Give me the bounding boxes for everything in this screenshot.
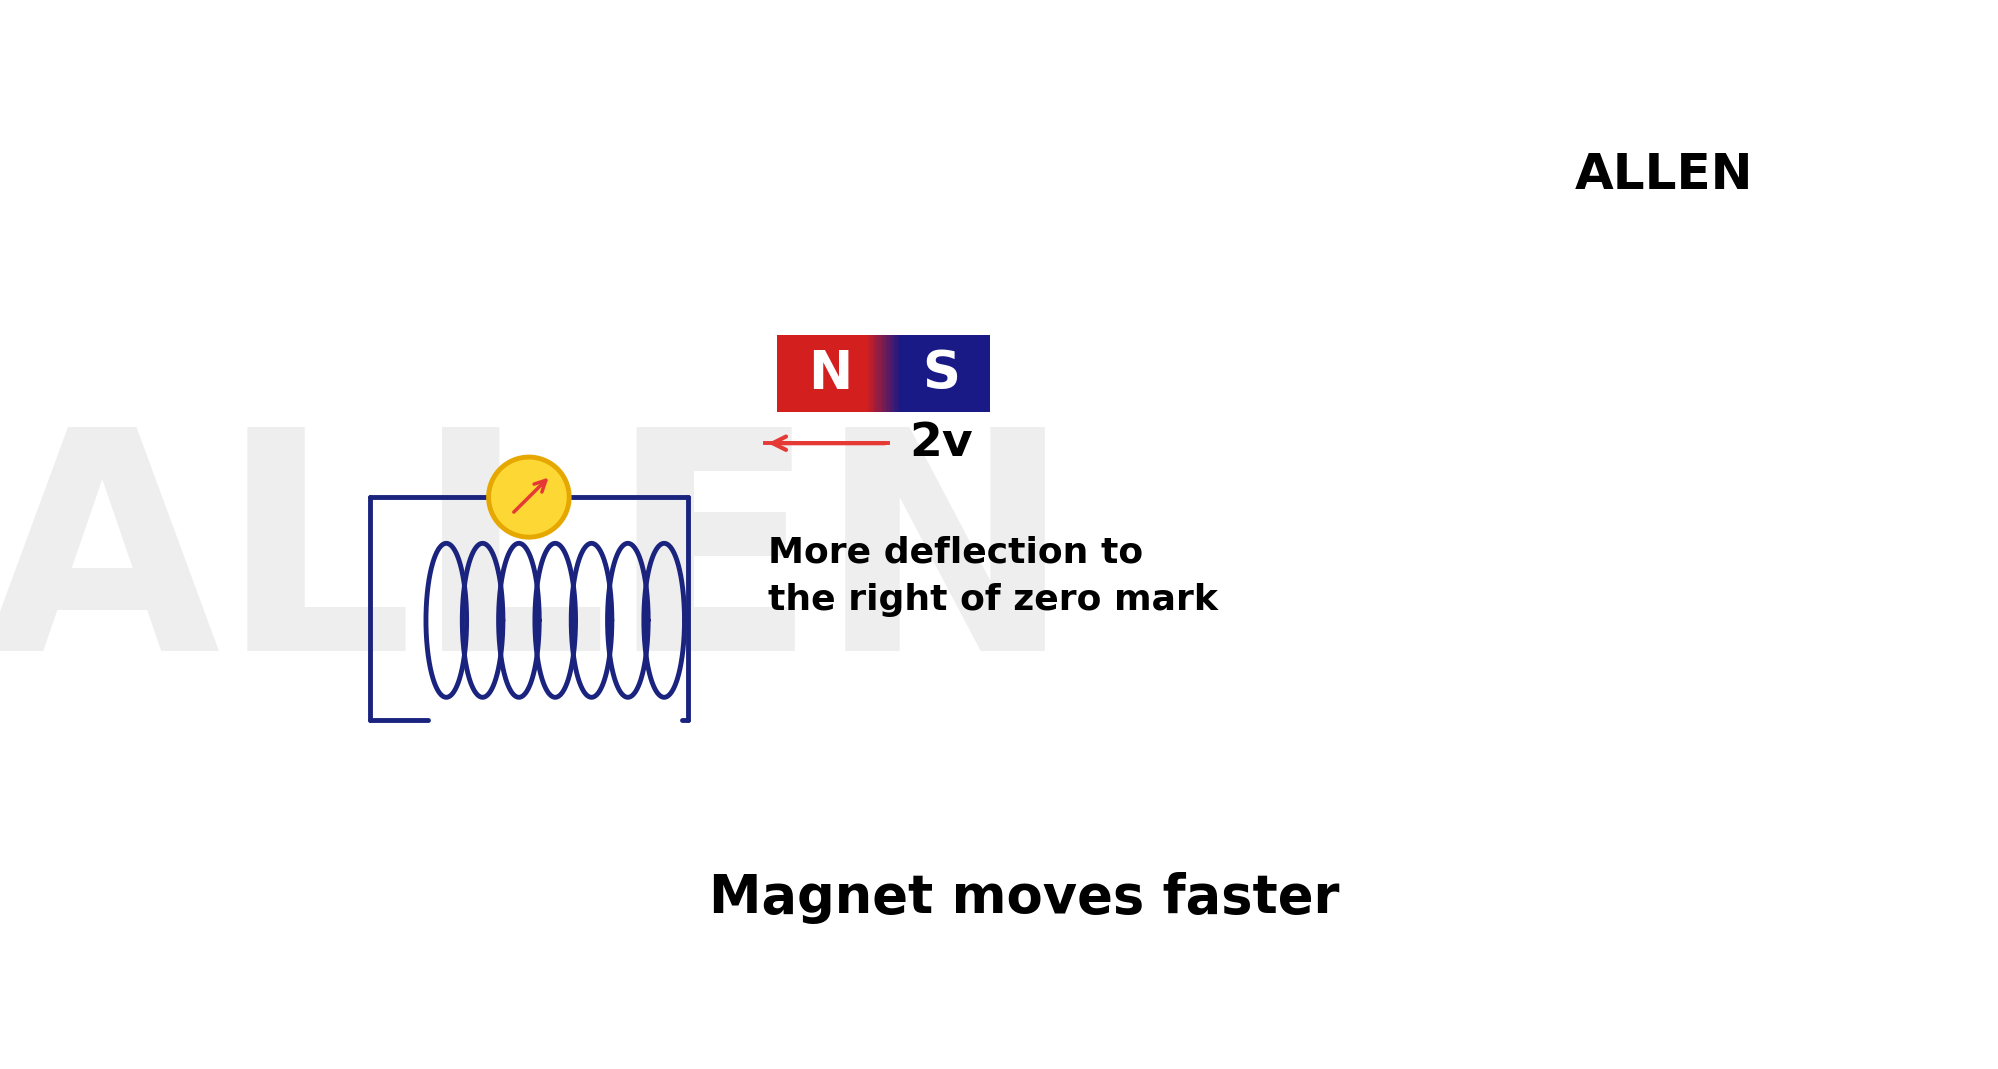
Bar	[845, 336, 849, 413]
Bar	[809, 336, 811, 413]
Bar	[833, 336, 835, 413]
Bar	[865, 336, 867, 413]
Bar	[897, 336, 899, 413]
Bar	[813, 336, 817, 413]
Bar	[885, 336, 889, 413]
Bar	[857, 336, 859, 413]
Bar	[947, 336, 949, 413]
Bar	[859, 336, 861, 413]
Bar	[921, 336, 923, 413]
Bar	[841, 336, 843, 413]
Bar	[875, 336, 877, 413]
Bar	[869, 336, 873, 413]
Bar	[937, 336, 939, 413]
Bar	[941, 336, 945, 413]
Bar	[939, 336, 941, 413]
Bar	[957, 336, 961, 413]
Bar	[829, 336, 833, 413]
Bar	[949, 336, 953, 413]
Text: More deflection to
the right of zero mark: More deflection to the right of zero mar…	[767, 536, 1217, 617]
Bar	[881, 336, 883, 413]
Bar	[837, 336, 841, 413]
Bar	[795, 336, 797, 413]
Bar	[985, 336, 987, 413]
Bar	[905, 336, 907, 413]
Bar	[825, 336, 827, 413]
Bar	[801, 336, 803, 413]
Bar	[961, 336, 963, 413]
Bar	[973, 336, 977, 413]
Bar	[987, 336, 989, 413]
Bar	[821, 336, 825, 413]
Bar	[955, 336, 957, 413]
Bar	[781, 336, 785, 413]
Text: ALLEN: ALLEN	[0, 418, 1073, 715]
Bar	[931, 336, 933, 413]
Bar	[777, 336, 779, 413]
Bar	[965, 336, 969, 413]
Bar	[867, 336, 869, 413]
Bar	[963, 336, 965, 413]
Bar	[851, 336, 853, 413]
Bar	[849, 336, 851, 413]
Bar	[925, 336, 929, 413]
Bar	[819, 336, 821, 413]
Text: N: N	[807, 347, 851, 400]
Bar	[843, 336, 845, 413]
Bar	[917, 336, 921, 413]
Bar	[853, 336, 857, 413]
Bar	[889, 336, 891, 413]
Bar	[835, 336, 837, 413]
Circle shape	[488, 458, 569, 537]
Bar	[971, 336, 973, 413]
Bar	[789, 336, 793, 413]
Bar	[891, 336, 893, 413]
Bar	[779, 336, 781, 413]
Bar	[977, 336, 979, 413]
Text: ALLEN: ALLEN	[1574, 151, 1752, 199]
Bar	[827, 336, 829, 413]
Bar	[929, 336, 931, 413]
Bar	[811, 336, 813, 413]
Bar	[805, 336, 809, 413]
Bar	[817, 336, 819, 413]
Text: S: S	[921, 347, 959, 400]
Bar	[979, 336, 981, 413]
Bar	[909, 336, 913, 413]
Bar	[793, 336, 795, 413]
Bar	[893, 336, 897, 413]
Bar	[981, 336, 985, 413]
Text: Magnet moves faster: Magnet moves faster	[709, 872, 1339, 925]
Bar	[861, 336, 865, 413]
Bar	[785, 336, 787, 413]
Bar	[883, 336, 885, 413]
Bar	[899, 336, 901, 413]
Bar	[907, 336, 909, 413]
Bar	[953, 336, 955, 413]
Bar	[923, 336, 925, 413]
Bar	[901, 336, 905, 413]
Bar	[933, 336, 937, 413]
Bar	[877, 336, 881, 413]
Bar	[873, 336, 875, 413]
Text: 2v: 2v	[909, 421, 973, 466]
Bar	[945, 336, 947, 413]
Bar	[787, 336, 789, 413]
Bar	[915, 336, 917, 413]
Bar	[803, 336, 805, 413]
Bar	[797, 336, 801, 413]
Bar	[913, 336, 915, 413]
Bar	[969, 336, 971, 413]
